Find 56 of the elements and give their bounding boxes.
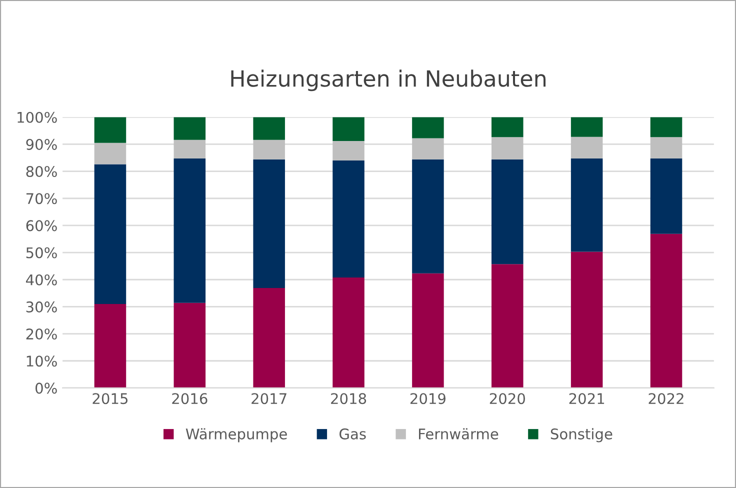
y-tick-label: 60% [26,220,57,232]
bar [650,137,682,159]
legend-label: Gas [340,428,366,440]
x-tick-label: 2017 [252,393,286,404]
y-tick-label: 70% [26,193,57,204]
y-tick-label: 50% [26,247,57,258]
legend-label: Sonstige [550,428,612,442]
y-tick-label: 30% [26,301,57,312]
legend-label: Wärmepumpe [186,428,287,442]
y-tick-label: 10% [26,356,57,367]
bar [570,136,603,159]
x-tick-label: 2016 [172,393,208,404]
bar [492,137,524,160]
bar [650,158,682,234]
bar [332,117,364,141]
bar [492,159,524,264]
bar [650,117,682,138]
bar [253,288,285,388]
bar [174,140,206,159]
bar [94,304,126,388]
x-tick-label: 2018 [331,393,366,404]
x-tick-label: 2021 [569,393,604,404]
bar [412,117,444,138]
bar [174,117,206,140]
bar [492,264,524,388]
bar [412,159,444,274]
y-tick-label: 40% [26,274,57,286]
y-tick-label: 20% [26,328,57,340]
bar [94,164,126,304]
y-tick-label: 100% [18,112,57,123]
x-tick-label: 2020 [490,393,525,404]
bar [94,117,126,143]
chart-title: Heizungsarten in Neubauten [231,70,546,92]
bar [253,117,285,140]
x-tick-label: 2015 [92,393,128,404]
y-tick-label: 90% [26,138,57,150]
bar [332,277,364,388]
bar [174,158,206,303]
bar [570,117,603,137]
bar [174,302,206,388]
bar [253,140,285,160]
bar [253,159,285,288]
x-tick-label: 2019 [410,393,446,404]
bar [570,158,603,252]
bar [332,140,364,160]
bar [412,273,444,388]
bar [94,142,126,164]
legend-label: Fernwärme [419,428,498,440]
bar [650,234,682,388]
bar [412,138,444,160]
bar [492,117,524,138]
bar [570,252,603,388]
y-tick-label: 80% [26,166,57,178]
x-tick-label: 2022 [648,393,684,404]
y-tick-label: 0% [36,382,57,394]
bar [332,160,364,278]
